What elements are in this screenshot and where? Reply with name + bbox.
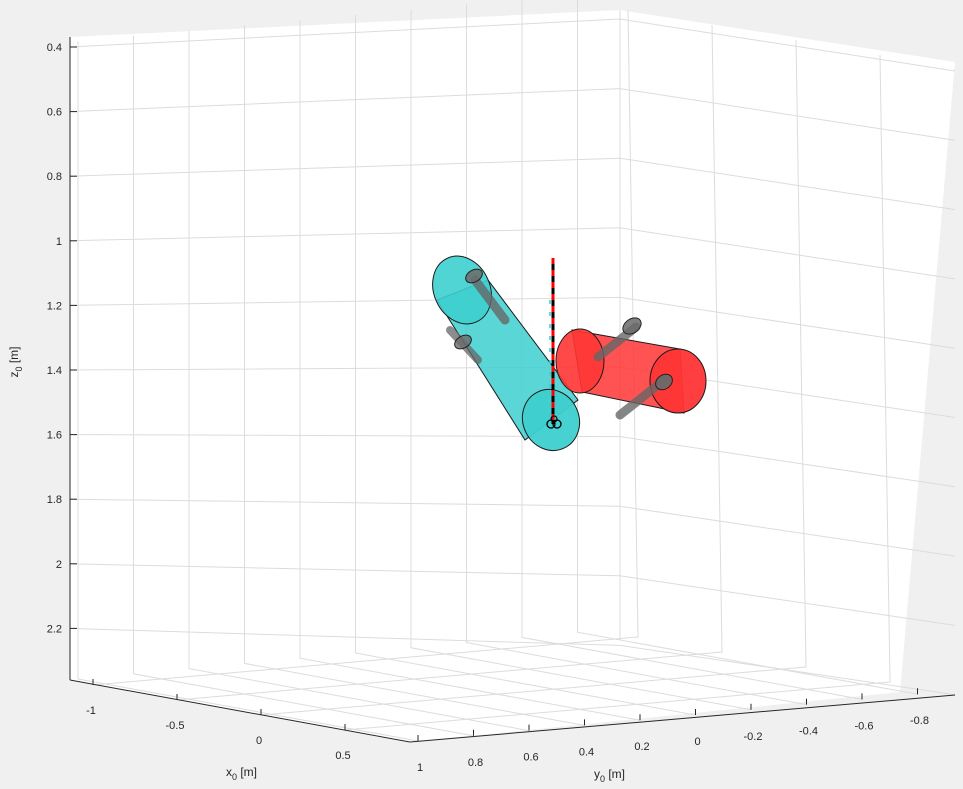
z-tick-label: 1.6 [47,430,62,442]
z-tick-label: 1.2 [47,300,62,312]
z-axis-label-unit: [m] [7,346,21,366]
x-axis-label-unit: [m] [237,765,257,779]
x-axis-line [69,679,411,743]
y-tick-label: 0.8 [468,757,483,769]
z-tick-label: 0.6 [47,107,62,119]
z-tick-label: 2 [56,559,62,571]
tick-marks [70,46,918,741]
y-axis-label-sub: 0 [600,774,605,784]
z-tick-label: 1.8 [47,494,62,506]
y-tick-label: 0.4 [579,746,594,758]
y-gridline [466,4,807,706]
y-gridline [77,41,419,742]
y-gridline [577,0,918,695]
y-axis-line [409,694,956,743]
y-tick-label: 1 [417,762,423,774]
x-gridline [344,54,891,731]
vertical-dashed-line [549,258,555,424]
y-gridline [244,25,585,726]
y-gridline [355,15,696,716]
x-tick-label: 0.5 [335,750,350,762]
x-tick-label: 0 [256,735,262,747]
z-axis-label-sub: 0 [14,366,24,371]
x-axis-label-sub: 0 [232,772,237,782]
y-gridline [188,30,530,732]
cyan-shaft-left-cap [454,334,472,350]
y-gridline [521,0,863,700]
y-tick-label: 0.6 [523,752,538,764]
x-tick-label: -0.5 [166,720,185,732]
x-gridline [260,39,807,716]
y-tick-label: 0.2 [634,741,649,753]
x-axis-label-text: x [226,765,232,779]
tick-labels: 0.4 0.6 0.8 1 1.2 1.4 1.6 1.8 2 2.2 -1 -0.5 0 0.5 1 0.8… [47,42,929,774]
red-shaft-top-cap [622,317,642,335]
y-tick-label: -0.6 [855,720,874,732]
x-axis-label: x0 [m] [226,765,257,782]
y-gridline [133,35,474,737]
x-tick-label: -1 [86,705,96,717]
y-tick-label: -0.4 [799,726,818,738]
y-tick-label: -0.2 [744,731,763,743]
z-tick-label: 2.2 [47,623,62,635]
red-shaft-bottom-cap [655,373,673,391]
cyan-shaft-top [470,275,510,325]
y-axis-label-unit: [m] [605,767,625,781]
y-gridline [299,20,641,721]
joint-ring-3 [550,415,558,423]
cyan-shaft-top-cap [465,268,483,284]
y-axis-label: y0 [m] [594,767,625,784]
red-cylinder [555,317,707,420]
red-cylinder-far-cap [555,328,605,394]
z-tick-label: 1 [56,236,62,248]
joint-rings [546,415,562,429]
y-axis-label-text: y [594,767,600,781]
z-tick-label: 1.4 [47,365,62,377]
z-gridline [69,627,956,696]
z-axis-label-text: z [7,372,21,378]
y-tick-label: 0 [694,736,700,748]
z-axis-label: z0 [m] [7,346,24,377]
z-tick-label: 0.4 [47,42,62,54]
red-cylinder-near-cap [649,348,707,414]
y-gridline [410,9,752,711]
y-tick-label: -0.8 [910,715,929,727]
z-tick-label: 0.8 [47,171,62,183]
